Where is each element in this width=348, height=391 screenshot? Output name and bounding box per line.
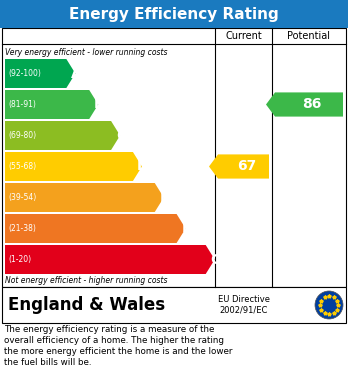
Polygon shape (266, 92, 343, 117)
Text: G: G (210, 253, 221, 267)
Text: The energy efficiency rating is a measure of the
overall efficiency of a home. T: The energy efficiency rating is a measur… (4, 325, 232, 367)
Text: A: A (71, 66, 82, 81)
Polygon shape (5, 214, 185, 243)
Bar (2, 287, 346, 323)
Polygon shape (5, 121, 120, 150)
Text: EU Directive
2002/91/EC: EU Directive 2002/91/EC (218, 295, 270, 315)
Bar (2, 28, 346, 287)
Text: 67: 67 (237, 160, 256, 174)
Text: F: F (182, 221, 191, 235)
Text: (1-20): (1-20) (8, 255, 31, 264)
Text: The energy efficiency rating is a measure of the overall efficiency of a home. T: The energy efficiency rating is a measur… (0, 390, 1, 391)
Polygon shape (5, 152, 142, 181)
Circle shape (315, 291, 343, 319)
Bar (0, 0, 348, 28)
Polygon shape (209, 154, 269, 179)
Text: Not energy efficient - higher running costs: Not energy efficient - higher running co… (5, 276, 167, 285)
Polygon shape (5, 59, 76, 88)
Polygon shape (5, 183, 164, 212)
Text: (39-54): (39-54) (8, 193, 36, 202)
Text: Very energy efficient - lower running costs: Very energy efficient - lower running co… (5, 48, 167, 57)
Text: (21-38): (21-38) (8, 224, 36, 233)
Text: England & Wales: England & Wales (8, 296, 165, 314)
Text: Energy Efficiency Rating: Energy Efficiency Rating (69, 7, 279, 22)
Text: E: E (160, 190, 169, 204)
Text: (69-80): (69-80) (8, 131, 36, 140)
Text: (55-68): (55-68) (8, 162, 36, 171)
Polygon shape (5, 90, 98, 119)
Text: B: B (94, 97, 104, 111)
Text: Potential: Potential (287, 31, 331, 41)
Text: (81-91): (81-91) (8, 100, 36, 109)
Text: (92-100): (92-100) (8, 69, 41, 78)
Text: D: D (137, 160, 149, 174)
Text: 86: 86 (302, 97, 322, 111)
Polygon shape (5, 245, 215, 274)
Text: C: C (116, 129, 126, 142)
Text: Current: Current (225, 31, 262, 41)
